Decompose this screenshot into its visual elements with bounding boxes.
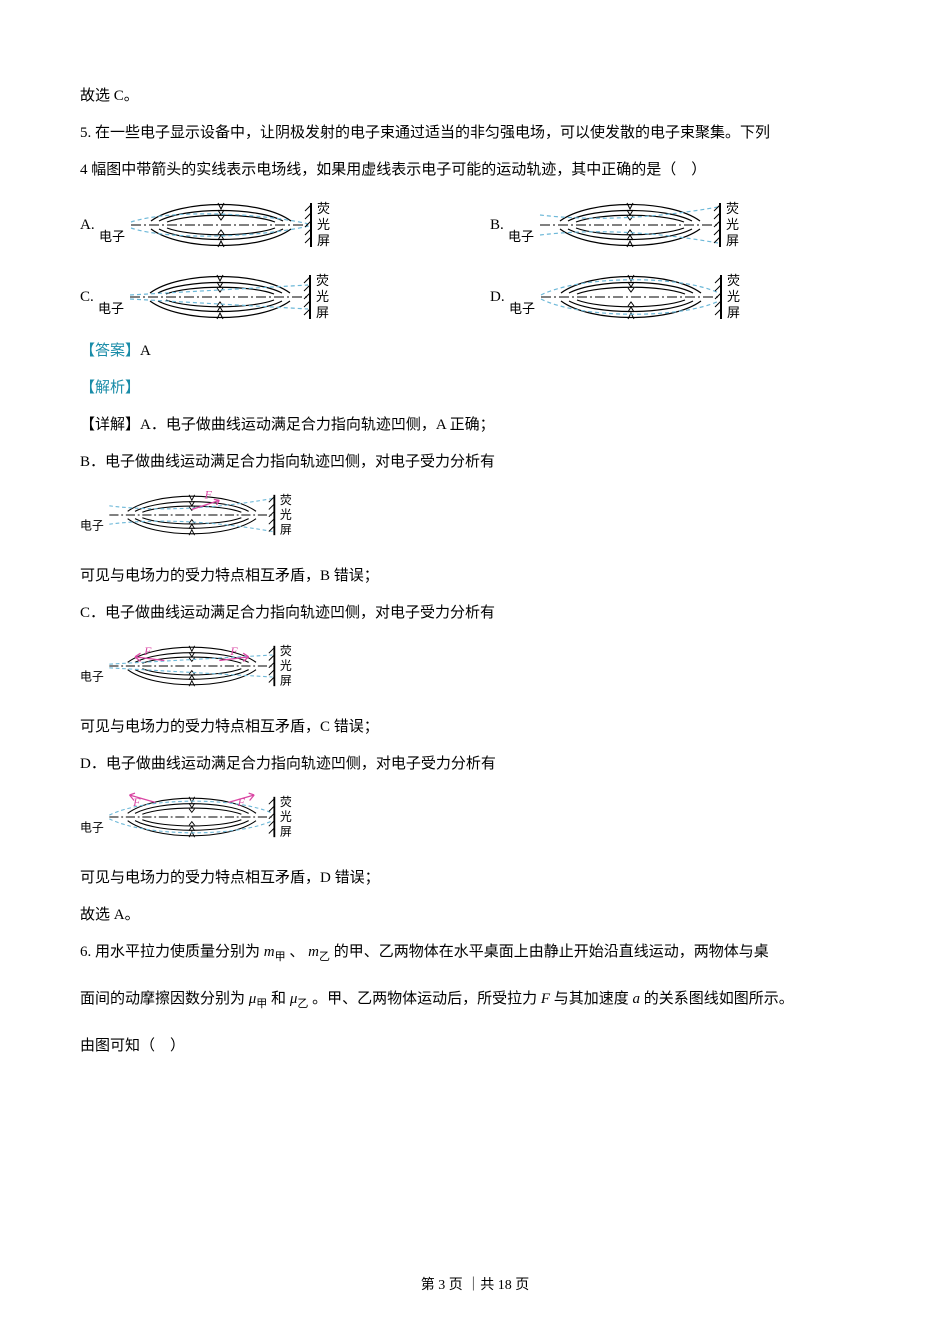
detail-d: D．电子做曲线运动满足合力指向轨迹凹侧，对电子受力分析有 [80,748,870,781]
svg-text:荧: 荧 [317,201,330,216]
svg-text:光: 光 [316,289,329,304]
svg-text:荧: 荧 [280,795,292,809]
svg-text:屏: 屏 [727,305,740,320]
q6-2a: 面间的动摩擦因数分别为 [80,991,245,1007]
q6-1c: 的甲、乙两物体在水平桌面上由静止开始沿直线运动，两物体与桌 [334,944,769,960]
detail-a: 【详解】A．电子做曲线运动满足合力指向轨迹凹侧，A 正确； [80,409,870,442]
m-yi: m [308,944,319,960]
var-F: F [541,991,550,1007]
svg-text:光: 光 [727,289,740,304]
sub-yi-2: 乙 [297,998,308,1010]
svg-text:屏: 屏 [280,673,292,687]
detail-c-concl: 可见与电场力的受力特点相互矛盾，C 错误； [80,711,870,744]
q5-conclusion: 故选 A。 [80,899,870,932]
page-footer: 第 3 页 ｜共 18 页 [0,1271,950,1302]
q6-line1: 6. 用水平拉力使质量分别为 m甲 、 m乙 的甲、乙两物体在水平桌面上由静止开… [80,936,870,969]
svg-text:荧: 荧 [280,644,292,658]
q6-2e: 的关系图线如图所示。 [640,991,794,1007]
q6-1a: 6. 用水平拉力使质量分别为 [80,944,260,960]
svg-text:电子: 电子 [80,821,104,835]
svg-text:电子: 电子 [80,519,104,533]
svg-text:荧: 荧 [727,273,740,288]
svg-text:屏: 屏 [726,233,739,248]
prev-conclusion: 故选 C。 [80,80,870,113]
svg-text:荧: 荧 [280,493,292,507]
detail-b: B．电子做曲线运动满足合力指向轨迹凹侧，对电子受力分析有 [80,446,870,479]
svg-text:光: 光 [726,217,739,232]
q6-2d: 与其加速度 [550,991,633,1007]
analysis-label: 【解析】 [80,372,870,405]
option-b-label: B. [490,209,504,242]
svg-text:电子: 电子 [98,301,124,316]
svg-text:光: 光 [280,508,292,522]
options-row-2: C. 电子 荧光屏 D. 电子 荧光屏 [80,263,870,331]
svg-text:屏: 屏 [280,522,292,536]
svg-text:电子: 电子 [509,301,535,316]
svg-text:屏: 屏 [317,233,330,248]
svg-text:光: 光 [280,810,292,824]
detail-d-concl: 可见与电场力的受力特点相互矛盾，D 错误； [80,862,870,895]
m-jia: m [264,944,275,960]
option-b: B. 电子 荧光屏 [490,191,870,259]
option-a: A. 电子 荧光屏 [80,191,460,259]
diagram-c: 电子 荧光屏 [98,263,338,331]
svg-text:电子: 电子 [508,229,534,244]
q6-line2: 面间的动摩擦因数分别为 μ甲 和 μ乙 。甲、乙两物体运动后，所受拉力 F 与其… [80,983,870,1016]
electron-label: 电子 [99,229,125,244]
q6-2c: 。甲、乙两物体运动后，所受拉力 [312,991,541,1007]
var-a: a [633,991,641,1007]
diagram-c-analysis: 电子 荧光屏 [80,634,300,698]
answer-label: 【答案】 [80,343,140,359]
diagram-d-analysis: 电子 荧光屏 [80,785,300,849]
diagram-b: 电子 荧光屏 [508,191,748,259]
sub-yi-1: 乙 [319,951,330,963]
svg-text:光: 光 [280,659,292,673]
svg-text:荧: 荧 [726,201,739,216]
q6-2b: 和 [271,991,286,1007]
detail-c: C．电子做曲线运动满足合力指向轨迹凹侧，对电子受力分析有 [80,597,870,630]
q5-stem-2: 4 幅图中带箭头的实线表示电场线，如果用虚线表示电子可能的运动轨迹，其中正确的是… [80,154,870,187]
option-c-label: C. [80,281,94,314]
svg-text:光: 光 [317,217,330,232]
svg-text:屏: 屏 [280,824,292,838]
option-a-label: A. [80,209,95,242]
diagram-a: 电子 荧光屏 [99,191,339,259]
q6-1b: 、 [289,944,304,960]
option-c: C. 电子 荧光屏 [80,263,460,331]
q5-stem-1: 5. 在一些电子显示设备中，让阴极发射的电子束通过适当的非匀强电场，可以使发散的… [80,117,870,150]
diagram-d: 电子 荧光屏 [509,263,749,331]
sub-jia-1: 甲 [275,951,286,963]
svg-text:电子: 电子 [80,670,104,684]
svg-text:荧: 荧 [316,273,329,288]
answer-value: A [140,343,151,359]
diagram-b-analysis: 电子 荧光屏 [80,483,300,547]
options-row-1: A. 电子 荧光屏 B. 电子 荧光屏 [80,191,870,259]
svg-text:屏: 屏 [316,305,329,320]
q6-line3: 由图可知（ ） [80,1030,870,1063]
answer-line: 【答案】A [80,335,870,368]
detail-b-concl: 可见与电场力的受力特点相互矛盾，B 错误； [80,560,870,593]
option-d-label: D. [490,281,505,314]
option-d: D. 电子 荧光屏 [490,263,870,331]
sub-jia-2: 甲 [256,998,267,1010]
